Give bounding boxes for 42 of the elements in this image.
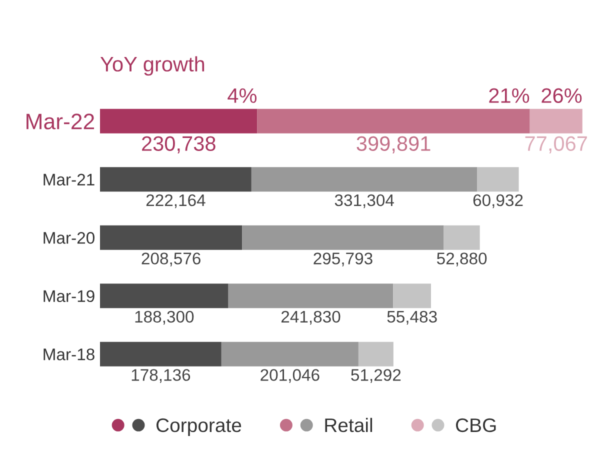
- bar: [444, 225, 480, 250]
- bar: [477, 167, 519, 192]
- bar: [100, 284, 228, 308]
- data-label: 241,830: [281, 310, 340, 325]
- data-label: 178,136: [132, 369, 190, 383]
- data-label: 51,292: [351, 369, 401, 383]
- bar: [251, 167, 478, 192]
- data-label: 222,164: [146, 194, 206, 208]
- bar: [257, 108, 530, 134]
- data-label: 331,304: [334, 194, 394, 208]
- bar: [100, 108, 258, 134]
- bar: [242, 225, 444, 250]
- data-label: 201,046: [260, 369, 320, 383]
- bar: [228, 284, 394, 308]
- y-tick-label: Mar-20: [44, 232, 94, 244]
- data-label: 208,576: [142, 252, 200, 266]
- y-tick-label: Mar-22: [26, 114, 94, 130]
- data-label: 230,738: [142, 136, 216, 154]
- bar: [530, 108, 582, 134]
- data-label: 295,793: [314, 252, 372, 266]
- annotation: 4%: [228, 88, 257, 103]
- bar: [100, 225, 242, 250]
- annotation: 26%: [542, 88, 582, 104]
- legend-label: CBG: [456, 418, 496, 432]
- y-tick-label: Mar-21: [44, 174, 94, 186]
- annotation: 21%: [489, 88, 530, 103]
- y-tick-label: Mar-18: [44, 348, 94, 360]
- data-label: 188,300: [135, 310, 194, 325]
- data-label: 55,483: [387, 310, 437, 325]
- data-label: 60,932: [473, 194, 523, 208]
- bar: [100, 342, 222, 366]
- bar: [100, 167, 252, 192]
- data-label: 399,891: [356, 136, 430, 154]
- legend-label: Corporate: [156, 418, 242, 436]
- legend-label: Retail: [325, 418, 372, 432]
- bar: [393, 284, 431, 308]
- data-label: 52,880: [436, 252, 487, 266]
- bar: [221, 342, 358, 366]
- text: YoY growth: [100, 56, 204, 76]
- y-tick-label: Mar-19: [44, 290, 94, 302]
- data-label: 77,067: [525, 136, 587, 154]
- bar: [358, 342, 394, 366]
